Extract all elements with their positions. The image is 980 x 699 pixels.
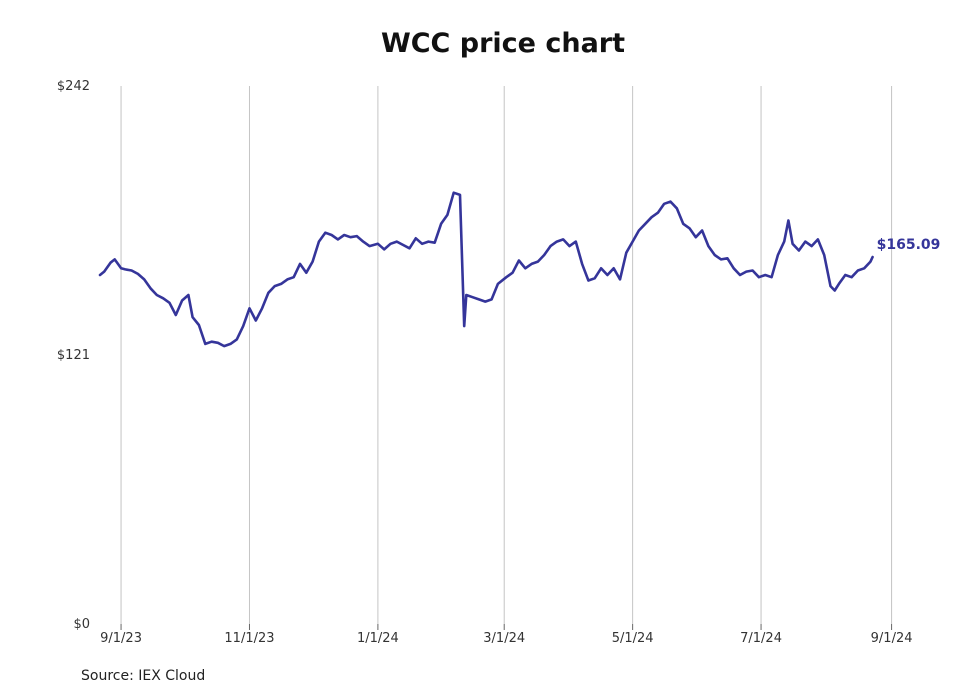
x-tick-label-3: 3/1/24: [483, 631, 525, 646]
series-line-0: [98, 191, 874, 348]
series-group: [98, 191, 874, 348]
x-tick-label-5: 7/1/24: [740, 631, 782, 646]
grid-lines: [120, 86, 893, 630]
last-value-label: $165.09: [877, 237, 941, 253]
y-tick-label-2: $242: [57, 79, 90, 94]
x-tick-label-2: 1/1/24: [357, 631, 399, 646]
x-tick-label-1: 11/1/23: [224, 631, 274, 646]
y-tick-labels: $0 $121 $242: [57, 79, 90, 632]
y-tick-label-1: $121: [57, 348, 90, 363]
x-tick-label-4: 5/1/24: [612, 631, 654, 646]
source-note: Source: IEX Cloud: [81, 668, 206, 684]
x-tick-label-0: 9/1/23: [100, 631, 142, 646]
x-tick-labels: 9/1/23 11/1/23 1/1/24 3/1/24 5/1/24 7/1/24 9/1…: [100, 631, 912, 646]
x-tick-label-6: 9/1/24: [871, 631, 913, 646]
chart-title: WCC price chart: [380, 28, 626, 59]
data-labels: $165.09: [877, 237, 941, 253]
y-tick-label-0: $0: [73, 617, 90, 632]
